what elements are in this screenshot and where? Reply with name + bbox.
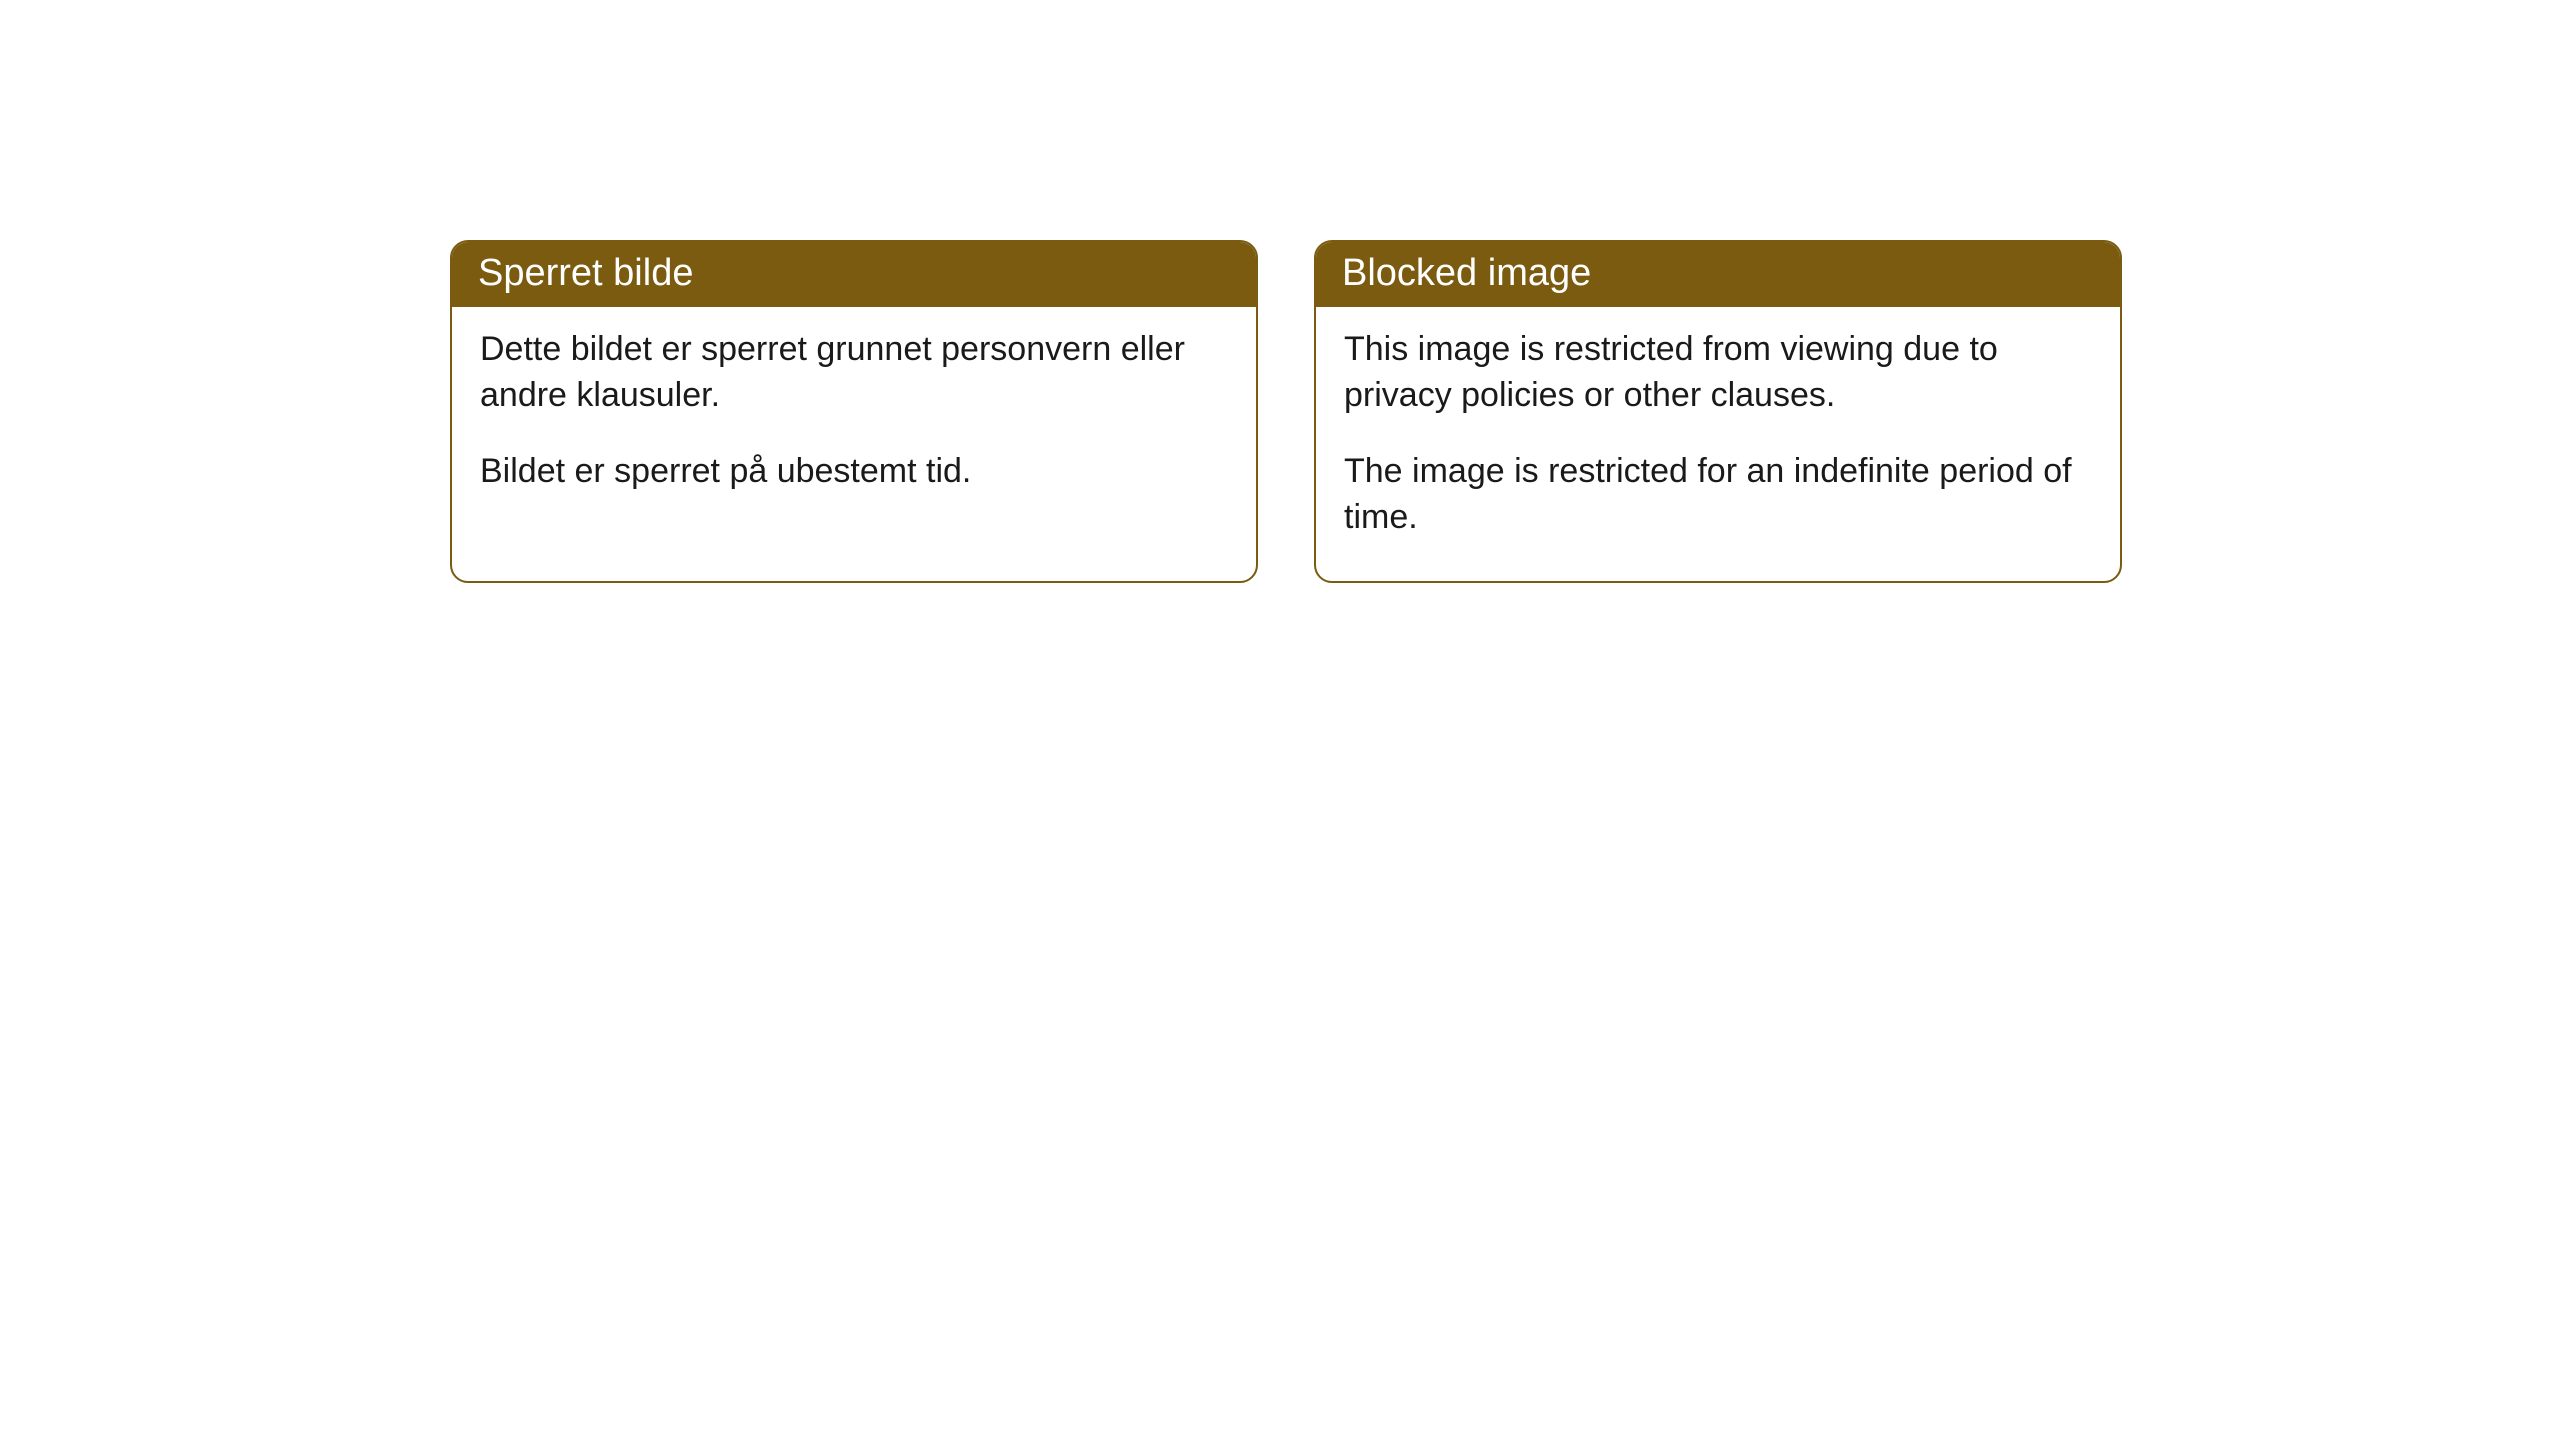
card-title: Sperret bilde <box>478 252 693 294</box>
card-body-english: This image is restricted from viewing du… <box>1316 307 2120 581</box>
card-paragraph-1: This image is restricted from viewing du… <box>1344 327 2092 419</box>
notice-cards-container: Sperret bilde Dette bildet er sperret gr… <box>450 240 2122 583</box>
blocked-image-card-english: Blocked image This image is restricted f… <box>1314 240 2122 583</box>
blocked-image-card-norwegian: Sperret bilde Dette bildet er sperret gr… <box>450 240 1258 583</box>
card-body-norwegian: Dette bildet er sperret grunnet personve… <box>452 307 1256 535</box>
card-header-norwegian: Sperret bilde <box>452 242 1256 307</box>
card-paragraph-2: Bildet er sperret på ubestemt tid. <box>480 449 1228 495</box>
card-header-english: Blocked image <box>1316 242 2120 307</box>
card-title: Blocked image <box>1342 252 1591 294</box>
card-paragraph-1: Dette bildet er sperret grunnet personve… <box>480 327 1228 419</box>
card-paragraph-2: The image is restricted for an indefinit… <box>1344 449 2092 541</box>
